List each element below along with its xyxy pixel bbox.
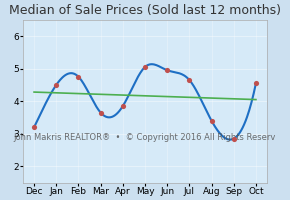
Point [143,65,147,69]
Point [54,83,59,86]
Point [98,111,103,114]
Text: John Makris REALTOR®  •  © Copyright 2016 All Rights Reserv: John Makris REALTOR® • © Copyright 2016 … [14,133,276,142]
Point [120,104,125,108]
Point [209,119,214,122]
Point [254,82,258,85]
Title: Median of Sale Prices (Sold last 12 months): Median of Sale Prices (Sold last 12 mont… [9,4,281,17]
Point [76,75,81,78]
Point [187,78,192,82]
Point [32,126,36,129]
Point [165,69,170,72]
Point [231,137,236,140]
